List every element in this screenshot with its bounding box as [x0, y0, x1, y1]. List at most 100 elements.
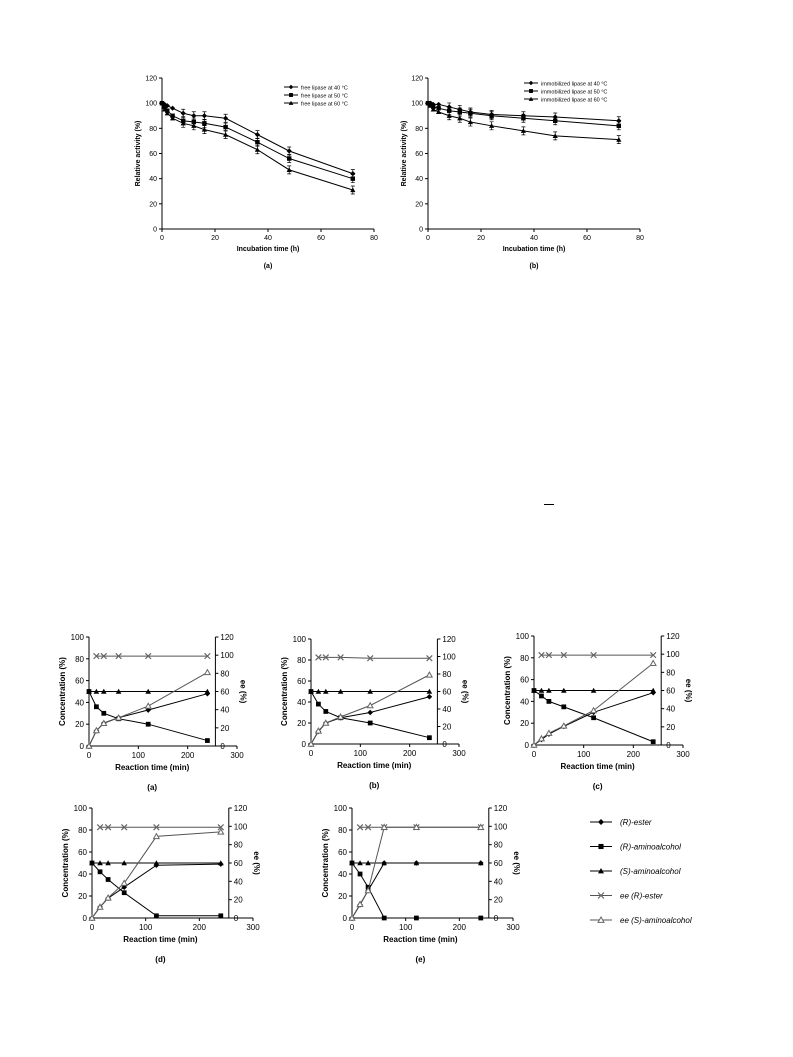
y-tick-label-right: 120: [666, 632, 680, 641]
data-point: [561, 687, 567, 693]
data-point: [104, 824, 112, 831]
y-axis-title: Relative activity (%): [135, 121, 142, 187]
x-tick-label: 200: [193, 923, 207, 932]
data-point: [364, 886, 372, 894]
y-tick-label-right: 80: [220, 669, 229, 678]
panel-caption: (e): [416, 955, 426, 964]
y-tick-label-left: 60: [75, 677, 84, 686]
x-tick-label: 20: [477, 235, 485, 242]
y-tick-label-right: 40: [666, 705, 675, 714]
x-tick-label: 300: [246, 923, 260, 932]
data-point: [254, 147, 260, 152]
y-tick-label-right: 80: [234, 841, 243, 850]
legend-label: free lipase at 40 °C: [301, 85, 348, 91]
y-tick-label-left: 100: [334, 804, 348, 813]
data-point: [350, 187, 356, 193]
legend-marker: [597, 915, 605, 923]
data-point: [350, 176, 356, 181]
data-point: [545, 651, 553, 659]
data-point: [323, 688, 329, 694]
data-point: [204, 688, 211, 694]
y-tick-label: 20: [149, 201, 157, 208]
panel-top-a: 0 20 40 60 80 100 120 0 20 40 60 80 Relative activit…: [135, 76, 378, 271]
y-tick-label-right: 100: [494, 822, 508, 831]
data-point: [315, 688, 322, 694]
y-tick-label: 20: [415, 201, 423, 208]
legend-marker: [528, 96, 534, 101]
data-point: [322, 654, 330, 661]
series-line-4: [351, 826, 481, 919]
y-axis-title-right: ee (%): [252, 851, 261, 875]
data-point: [159, 100, 165, 106]
legend-label: (R)-aminoalcohol: [620, 843, 681, 852]
data-point: [202, 121, 207, 126]
data-point: [349, 860, 355, 866]
y-tick-label-left: 0: [83, 914, 88, 923]
y-tick-label: 80: [415, 126, 423, 133]
y-tick-label-left: 40: [520, 697, 529, 706]
data-point: [164, 110, 170, 116]
x-tick-label: 0: [87, 751, 92, 760]
x-tick-label: 200: [453, 923, 467, 932]
data-point: [145, 707, 151, 713]
data-point: [100, 652, 108, 660]
y-axis-title-right: ee (%): [238, 680, 247, 704]
x-tick-label: 60: [317, 235, 325, 242]
data-point: [412, 823, 421, 830]
data-point: [114, 714, 123, 721]
data-point: [121, 890, 127, 896]
data-point: [521, 116, 526, 121]
data-point: [348, 914, 356, 921]
y-axis-title-right: ee (%): [512, 851, 521, 875]
y-tick-label-right: 60: [220, 688, 229, 697]
y-tick-label-left: 80: [78, 826, 87, 835]
y-tick-label-right: 0: [494, 914, 499, 923]
x-tick-label: 40: [264, 235, 272, 242]
data-point: [205, 738, 210, 743]
series-line-1: [91, 862, 221, 917]
y-tick-label-left: 20: [75, 720, 84, 729]
data-point: [365, 860, 371, 866]
panel-caption: (b): [530, 263, 539, 270]
panel-caption: (c): [593, 782, 603, 791]
data-point: [153, 824, 160, 831]
x-tick-label: 0: [309, 749, 314, 758]
data-point: [254, 132, 260, 138]
data-point: [367, 709, 373, 716]
data-point: [101, 710, 107, 716]
series-line-1: [351, 862, 481, 919]
data-point: [538, 687, 545, 693]
y-tick-label-left: 100: [74, 804, 88, 813]
data-point: [425, 671, 434, 678]
data-point: [104, 894, 112, 901]
y-tick-label-left: 60: [520, 676, 529, 685]
y-tick-label-right: 20: [666, 723, 675, 732]
y-tick-label-left: 60: [297, 677, 306, 686]
data-point: [337, 654, 344, 661]
data-point: [201, 126, 207, 132]
data-point: [381, 915, 387, 921]
data-point: [446, 113, 452, 118]
data-point: [121, 860, 127, 866]
data-point: [552, 118, 558, 123]
data-point: [381, 860, 387, 866]
data-point: [546, 699, 552, 704]
data-point: [323, 709, 329, 714]
data-point: [218, 860, 224, 866]
y-axis-title-right: ee (%): [684, 679, 693, 703]
y-tick-label-left: 40: [75, 698, 84, 707]
y-tick-label-left: 100: [516, 632, 530, 641]
y-tick-label: 60: [149, 151, 157, 158]
y-tick-label: 0: [153, 227, 157, 234]
data-point: [366, 701, 374, 709]
data-point: [88, 914, 96, 921]
x-tick-label: 0: [532, 750, 537, 759]
y-tick-label: 120: [145, 76, 157, 83]
y-tick-label-right: 60: [666, 687, 675, 696]
data-point: [650, 687, 656, 693]
data-point: [426, 688, 433, 694]
data-point: [180, 120, 186, 126]
y-tick-label-right: 40: [220, 706, 229, 715]
data-point: [286, 167, 292, 172]
y-tick-label: 80: [149, 126, 157, 133]
